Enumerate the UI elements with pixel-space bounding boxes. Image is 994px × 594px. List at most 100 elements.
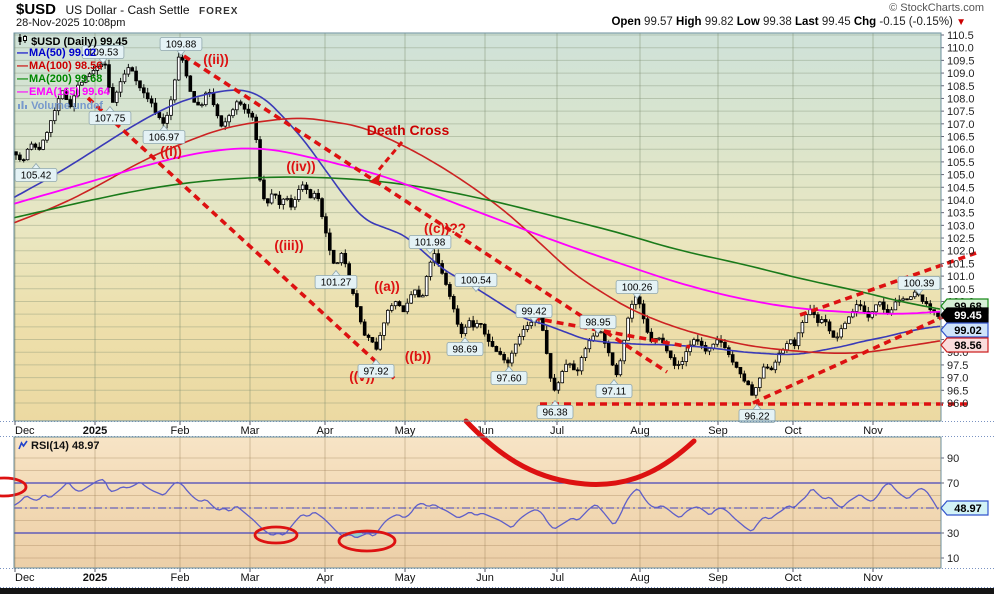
ma-line-ema165 — [14, 147, 941, 315]
svg-text:101.27: 101.27 — [321, 278, 352, 289]
legend-label: $USD (Daily) 99.45 — [31, 36, 128, 48]
price-tag-99.45: 99.45 — [940, 307, 989, 323]
legend-swatch: — — [17, 73, 28, 85]
svg-text:96.38: 96.38 — [542, 408, 567, 419]
svg-text:107.75: 107.75 — [95, 114, 126, 125]
svg-text:107.5: 107.5 — [947, 106, 975, 118]
month-label-Jun: Jun — [476, 572, 494, 584]
month-label-Jul: Jul — [550, 572, 564, 584]
legend-label: Volume undef — [31, 100, 103, 112]
legend-row-3: —MA(200) 99.68 — [17, 73, 128, 86]
price-callout-96.22: 96.22 — [738, 403, 776, 423]
month-label-May: May — [395, 425, 416, 437]
month-label-Aug: Aug — [630, 572, 650, 584]
rsi-line — [13, 478, 939, 539]
price-callout-101.98: 101.98 — [408, 235, 452, 255]
svg-text:97.60: 97.60 — [496, 374, 521, 385]
rsi-panel-background — [14, 437, 941, 568]
svg-text:109.88: 109.88 — [166, 40, 197, 51]
wave-label-ii: ((ii)) — [203, 52, 228, 67]
month-label-Jul: Jul — [550, 425, 564, 437]
svg-text:97.5: 97.5 — [947, 360, 968, 372]
svg-text:103.0: 103.0 — [947, 220, 975, 232]
candlestick-icon — [18, 34, 27, 45]
death-cross-arrowhead — [369, 173, 381, 185]
svg-text:110.0: 110.0 — [947, 43, 974, 55]
svg-text:100.39: 100.39 — [904, 279, 935, 290]
svg-text:101.0: 101.0 — [947, 271, 975, 283]
svg-text:108.5: 108.5 — [947, 81, 975, 93]
month-label-Sep: Sep — [708, 425, 728, 437]
month-label-Aug: Aug — [630, 425, 650, 437]
candlestick-series — [14, 52, 940, 399]
month-label-Oct: Oct — [784, 425, 801, 437]
price-tag-98.56: 98.56 — [940, 337, 989, 353]
svg-text:97.11: 97.11 — [602, 387, 627, 398]
price-callout-98.95: 98.95 — [579, 315, 617, 335]
chg-label: Chg — [853, 16, 877, 28]
wave-label-i: ((i)) — [160, 144, 182, 159]
rsi-label-text: RSI(14) 48.97 — [31, 440, 100, 452]
red-circle-annotation-2 — [253, 525, 299, 545]
price-callout-107.75: 107.75 — [88, 105, 132, 125]
symbol-exchange: FOREX — [198, 6, 239, 17]
copyright-text: © StockCharts.com — [889, 2, 984, 14]
price-panel-background — [14, 33, 941, 421]
rsi-axis-90: 90 — [947, 453, 959, 465]
price-callout-98.69: 98.69 — [446, 336, 484, 356]
svg-text:100.54: 100.54 — [461, 276, 492, 287]
rsi-value-tag: 48.97 — [940, 500, 989, 516]
svg-text:104.0: 104.0 — [947, 195, 975, 207]
high-label: High — [676, 16, 702, 28]
death-cross-label: Death Cross — [367, 122, 450, 138]
death-cross-arrow — [375, 141, 404, 173]
trendline-uptrend-lower — [752, 309, 957, 405]
month-label-Dec: Dec — [15, 425, 35, 437]
month-label-Apr: Apr — [316, 425, 333, 437]
svg-text:48.97: 48.97 — [954, 503, 982, 515]
price-callout-109.88: 109.88 — [159, 37, 203, 57]
last-value: 99.45 — [821, 16, 851, 28]
legend-row-2: —MA(100) 98.56 — [17, 60, 128, 73]
svg-text:100.26: 100.26 — [622, 283, 653, 294]
svg-text:97.92: 97.92 — [363, 367, 388, 378]
wave-label-b: ((b)) — [405, 349, 431, 364]
svg-text:105.0: 105.0 — [947, 170, 975, 182]
svg-text:106.97: 106.97 — [149, 133, 180, 144]
svg-text:104.5: 104.5 — [947, 182, 975, 194]
svg-text:107.0: 107.0 — [947, 119, 975, 131]
red-circle-annotation-3 — [337, 529, 397, 553]
price-callout-97.11: 97.11 — [595, 378, 633, 398]
wave-label-iv: ((iv)) — [286, 159, 315, 174]
price-callout-100.26: 100.26 — [615, 280, 659, 300]
volume-bars-icon — [18, 101, 27, 109]
legend-swatch: — — [17, 47, 28, 59]
svg-text:101.98: 101.98 — [415, 238, 446, 249]
rsi-axis-10: 10 — [947, 553, 959, 565]
price-callout-96.38: 96.38 — [536, 399, 574, 419]
svg-text:100.5: 100.5 — [947, 284, 975, 296]
ma-line-ma200 — [14, 176, 941, 310]
price-callout-101.27: 101.27 — [314, 269, 358, 289]
chart-legend: $USD (Daily) 99.45 —MA(50) 99.02 —MA(100) … — [17, 34, 128, 112]
month-label-Nov: Nov — [863, 425, 883, 437]
svg-text:98.95: 98.95 — [585, 318, 610, 329]
svg-text:106.5: 106.5 — [947, 132, 975, 144]
wave-label-iii: ((iii)) — [274, 238, 303, 253]
svg-text:110.5: 110.5 — [947, 30, 974, 42]
legend-row-5: Volume undef — [17, 99, 128, 112]
rsi-chart-icon — [18, 440, 28, 450]
svg-text:96.0: 96.0 — [947, 398, 968, 410]
rsi-axis-30: 30 — [947, 528, 959, 540]
svg-text:109.5: 109.5 — [947, 55, 975, 67]
legend-label: MA(50) 99.02 — [29, 47, 97, 59]
month-label-2025: 2025 — [83, 425, 107, 437]
open-value: 99.57 — [644, 16, 673, 28]
legend-swatch: — — [17, 86, 28, 98]
wave-label-a: ((a)) — [374, 279, 400, 294]
month-label-Feb: Feb — [171, 572, 190, 584]
month-label-2025: 2025 — [83, 572, 107, 584]
low-label: Low — [736, 16, 760, 28]
price-callout-100.39: 100.39 — [897, 276, 941, 296]
